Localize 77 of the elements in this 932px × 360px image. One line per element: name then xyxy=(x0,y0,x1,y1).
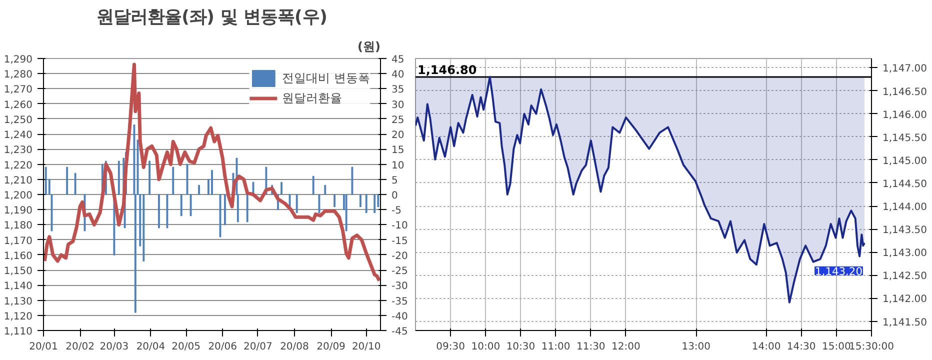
x-tick-label: 11:00 xyxy=(541,342,570,352)
y-tick-label: 1,210 xyxy=(4,175,33,186)
y2-tick-label: 10 xyxy=(392,160,404,172)
y2-tick-label: 25 xyxy=(392,114,404,126)
x-tick-label: 20/09 xyxy=(316,342,346,352)
y2-tick-label: -10 xyxy=(392,220,408,232)
y-tick-label: 1,146.50 xyxy=(882,86,928,98)
y2-tick-label: -15 xyxy=(392,236,408,247)
x-tick-label: 15:30:00 xyxy=(849,342,894,352)
y2-tick-label: 45 xyxy=(392,54,404,66)
y2-tick-label: -25 xyxy=(392,266,408,278)
y2-tick-label: 30 xyxy=(392,100,404,111)
y-tick-label: 1,142.50 xyxy=(882,271,928,282)
legend-label: 원달러환율 xyxy=(282,90,342,106)
y2-axis-title: (원) xyxy=(358,40,380,54)
y-tick-label: 1,150 xyxy=(4,266,33,278)
y-tick-label: 1,143.50 xyxy=(882,225,928,236)
y-tick-label: 1,200 xyxy=(4,190,33,202)
y-tick-label: 1,146.00 xyxy=(882,110,928,121)
y-tick-label: 1,144.00 xyxy=(882,202,928,214)
x-tick-label: 20/04 xyxy=(136,342,166,352)
y-tick-label: 1,141.50 xyxy=(882,317,928,328)
y-tick-label: 1,160 xyxy=(4,250,33,262)
x-tick-label: 20/02 xyxy=(66,342,94,352)
y-tick-label: 1,147.00 xyxy=(882,64,928,75)
y-tick-label: 1,280 xyxy=(4,70,33,81)
y2-tick-label: -35 xyxy=(392,296,408,308)
x-tick-label: 09:30 xyxy=(436,342,465,352)
y-tick-label: 1,140 xyxy=(4,281,33,292)
x-tick-label: 11:30 xyxy=(576,342,606,352)
y2-tick-label: 5 xyxy=(392,175,398,186)
y-tick-label: 1,145.00 xyxy=(882,156,928,167)
y-tick-label: 1,144.50 xyxy=(882,178,928,190)
y-tick-label: 1,110 xyxy=(4,326,33,338)
y2-tick-label: -30 xyxy=(392,281,408,292)
x-tick-label: 20/01 xyxy=(29,342,58,352)
y2-tick-label: 0 xyxy=(392,190,398,202)
legend-label: 전일대비 변동폭 xyxy=(282,70,370,86)
x-tick-label: 20/05 xyxy=(172,342,200,352)
x-tick-label: 20/07 xyxy=(244,342,272,352)
ref-line-label: 1,146.80 xyxy=(418,62,477,77)
y-tick-label: 1,180 xyxy=(4,220,33,232)
x-tick-label: 20/03 xyxy=(100,342,129,352)
y-tick-label: 1,240 xyxy=(4,130,33,142)
x-tick-label: 10:30 xyxy=(506,342,536,352)
y2-tick-label: 20 xyxy=(392,130,404,142)
y-tick-label: 1,145.50 xyxy=(882,132,928,144)
x-tick-label: 14:00 xyxy=(752,342,781,352)
y-tick-label: 1,130 xyxy=(4,296,33,308)
y2-tick-label: 40 xyxy=(392,70,404,81)
x-tick-label: 15:00 xyxy=(822,342,851,352)
x-tick-label: 10:00 xyxy=(471,342,500,352)
y-tick-label: 1,260 xyxy=(4,100,33,111)
y-tick-label: 1,190 xyxy=(4,206,33,217)
y-tick-label: 1,230 xyxy=(4,145,33,156)
y2-tick-label: 35 xyxy=(392,84,404,96)
x-tick-label: 20/10 xyxy=(352,342,381,352)
y2-tick-label: -45 xyxy=(392,326,408,338)
x-tick-label: 14:30 xyxy=(786,342,816,352)
x-tick-label: 13:00 xyxy=(682,342,711,352)
y2-tick-label: -40 xyxy=(392,311,408,322)
x-tick-label: 12:00 xyxy=(612,342,640,352)
x-tick-label: 20/08 xyxy=(280,342,309,352)
annotation: 1,143.20 xyxy=(815,264,863,278)
y-tick-label: 1,170 xyxy=(4,236,33,247)
y-tick-label: 1,270 xyxy=(4,84,33,96)
y-tick-label: 1,220 xyxy=(4,160,33,172)
y-tick-label: 1,142.00 xyxy=(882,294,928,306)
y-tick-label: 1,143.00 xyxy=(882,248,928,260)
y-tick-label: 1,290 xyxy=(4,54,33,66)
y-tick-label: 1,120 xyxy=(4,311,33,322)
y2-tick-label: -5 xyxy=(392,206,402,217)
chart-title: 원달러환율(좌) 및 변동폭(우) xyxy=(96,8,328,28)
y2-tick-label: 15 xyxy=(392,145,404,156)
y2-tick-label: -20 xyxy=(392,250,408,262)
y-tick-label: 1,250 xyxy=(4,114,33,126)
x-tick-label: 20/06 xyxy=(208,342,238,352)
